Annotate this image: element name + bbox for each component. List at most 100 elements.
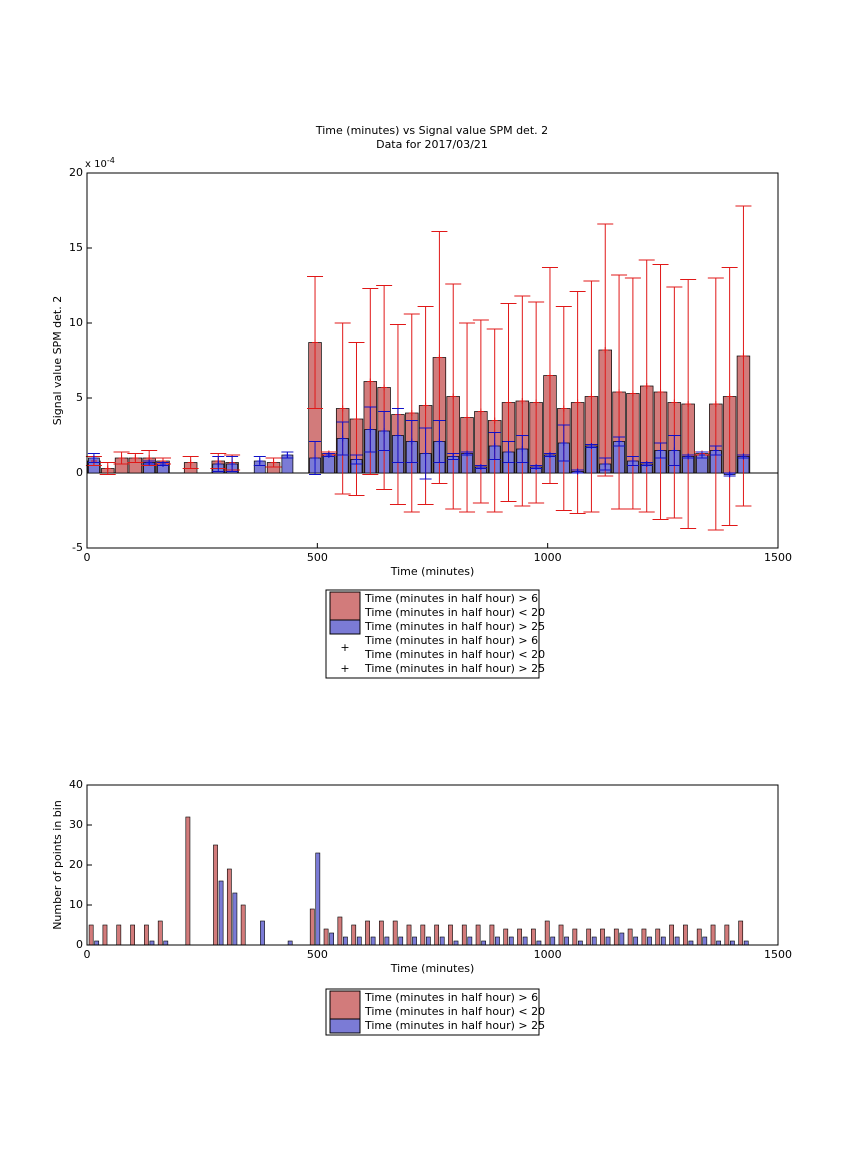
bar xyxy=(619,932,625,946)
bar xyxy=(116,924,122,946)
error-bar xyxy=(253,456,266,466)
error-bar xyxy=(336,421,349,456)
bar xyxy=(425,936,431,946)
bar xyxy=(412,936,417,946)
bar xyxy=(578,940,583,946)
y-tick-label: 5 xyxy=(76,391,83,404)
error-bar xyxy=(486,328,503,513)
y-scale-base: x 10 xyxy=(85,159,107,170)
x-tick-label: 1500 xyxy=(764,551,792,564)
y-tick-label: 0 xyxy=(76,938,83,951)
x-tick-label: 1500 xyxy=(764,948,792,961)
bar xyxy=(572,928,578,946)
error-bar xyxy=(307,276,324,409)
bar xyxy=(323,928,329,946)
x-tick-label: 0 xyxy=(84,948,91,961)
error-bar xyxy=(557,424,570,462)
error-bar xyxy=(403,313,420,513)
bar xyxy=(633,936,639,946)
bar xyxy=(674,936,680,946)
bar xyxy=(558,924,564,946)
bar xyxy=(384,936,390,946)
error-bar xyxy=(611,274,628,510)
bar xyxy=(398,936,404,946)
bar xyxy=(157,920,163,946)
legend-label: Time (minutes in half hour) > 6 xyxy=(364,592,538,605)
bar xyxy=(370,936,376,946)
error-bar xyxy=(99,462,116,475)
bar xyxy=(647,936,652,946)
error-bar xyxy=(378,411,391,451)
error-bar xyxy=(405,420,418,463)
error-bar xyxy=(348,342,365,496)
error-bar xyxy=(571,468,584,475)
bar xyxy=(564,936,569,946)
bar xyxy=(130,924,135,946)
bar xyxy=(669,924,674,946)
y-axis-label: Signal value SPM det. 2 xyxy=(51,296,64,426)
error-bar xyxy=(569,291,586,514)
bar xyxy=(406,924,412,946)
bar xyxy=(337,916,343,946)
bar xyxy=(240,904,246,946)
error-bar xyxy=(334,322,351,495)
bar xyxy=(683,924,688,946)
legend-label: Time (minutes in half hour) > 6 xyxy=(364,634,538,647)
bar xyxy=(309,908,315,946)
bar xyxy=(536,940,542,946)
bar xyxy=(439,936,445,946)
error-bar xyxy=(433,420,446,463)
x-tick-label: 0 xyxy=(84,551,91,564)
y-tick-label: -5 xyxy=(72,541,83,554)
y-tick-label: 0 xyxy=(76,466,83,479)
y-tick-label: 10 xyxy=(69,898,83,911)
error-bar xyxy=(143,459,156,466)
bar xyxy=(481,940,487,946)
bar xyxy=(613,928,619,946)
bar xyxy=(743,940,749,946)
error-bar xyxy=(723,471,736,478)
x-tick-label: 500 xyxy=(307,948,328,961)
plot-area xyxy=(87,173,778,548)
bar xyxy=(531,928,536,946)
error-bar xyxy=(640,461,653,467)
plot-area xyxy=(87,785,778,945)
error-bar xyxy=(516,435,529,463)
bar xyxy=(144,924,149,946)
bar xyxy=(461,924,467,946)
bar xyxy=(738,920,744,946)
bar xyxy=(94,940,100,946)
legend-label: Time (minutes in half hour) < 20 xyxy=(364,1005,545,1018)
error-bar xyxy=(666,286,683,519)
error-bar xyxy=(541,267,558,484)
error-bar xyxy=(668,435,681,466)
error-bar xyxy=(695,451,708,459)
bar xyxy=(260,920,265,946)
bar xyxy=(696,928,702,946)
bar xyxy=(724,924,730,946)
error-bar xyxy=(654,442,667,459)
bar xyxy=(467,936,473,946)
error-bar xyxy=(680,279,697,529)
error-bar xyxy=(543,452,556,458)
bar xyxy=(688,940,694,946)
error-bar xyxy=(281,451,294,459)
bar xyxy=(287,940,293,946)
error-bar xyxy=(350,454,363,465)
bar xyxy=(495,936,500,946)
bar xyxy=(88,924,94,946)
legend-swatch xyxy=(329,1018,361,1034)
y-tick-label: 15 xyxy=(69,241,83,254)
bar xyxy=(448,924,453,946)
legend-swatch xyxy=(329,990,361,1020)
legend-marker: + xyxy=(340,641,349,654)
legend-box xyxy=(325,988,540,1036)
legend-label: Time (minutes in half hour) > 25 xyxy=(364,662,545,675)
legend-marker: + xyxy=(340,662,349,675)
bar xyxy=(522,936,528,946)
chart-subtitle: Data for 2017/03/21 xyxy=(376,138,488,151)
error-bar xyxy=(157,461,170,467)
bar xyxy=(503,928,509,946)
bar xyxy=(716,940,721,946)
bar xyxy=(710,924,716,946)
